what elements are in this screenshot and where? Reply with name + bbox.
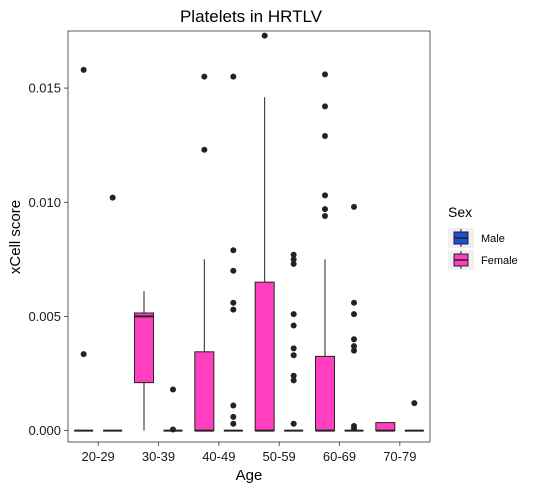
legend-item-female: Female bbox=[448, 250, 518, 270]
outlier-point bbox=[351, 299, 357, 306]
x-tick-label: 30-39 bbox=[142, 449, 175, 464]
outlier-point bbox=[290, 251, 297, 258]
outlier-point bbox=[351, 343, 357, 350]
box-body bbox=[254, 281, 275, 432]
outlier-point bbox=[290, 311, 297, 318]
outlier-point bbox=[201, 73, 208, 80]
legend-label: Female bbox=[481, 255, 518, 267]
outlier-point bbox=[80, 351, 87, 358]
box-body bbox=[315, 355, 335, 432]
outlier-point bbox=[322, 212, 328, 219]
plot-panel bbox=[67, 30, 431, 443]
box-female-30-39 bbox=[134, 291, 154, 431]
outlier-point bbox=[322, 206, 328, 213]
outlier-point bbox=[322, 133, 328, 140]
legend: Sex Male Female bbox=[448, 204, 518, 270]
y-tick-label: 0.015 bbox=[28, 81, 61, 96]
outlier-point bbox=[290, 256, 297, 263]
outlier-point bbox=[290, 260, 297, 267]
legend-title: Sex bbox=[448, 204, 472, 220]
outlier-point bbox=[411, 400, 418, 407]
outlier-point bbox=[290, 372, 297, 379]
box-body bbox=[194, 351, 215, 432]
x-tick-label: 40-49 bbox=[202, 449, 235, 464]
outlier-point bbox=[230, 299, 237, 306]
outlier-point bbox=[230, 402, 237, 409]
outlier-point bbox=[230, 306, 237, 313]
box-male-70-79 bbox=[404, 400, 424, 432]
chart-marks: 0.000 0.005 0.010 0.015 20-29 30-39 40-49 50-59… bbox=[28, 32, 424, 464]
y-tick-label: 0.005 bbox=[28, 309, 61, 324]
outlier-point bbox=[290, 345, 297, 352]
outlier-point bbox=[170, 386, 176, 393]
box-female-50-59 bbox=[254, 32, 275, 432]
box-male-60-69 bbox=[344, 203, 364, 432]
y-tick-label: 0.010 bbox=[28, 195, 61, 210]
outlier-point bbox=[230, 413, 237, 420]
x-tick-label: 20-29 bbox=[82, 449, 115, 464]
x-tick-label: 70-79 bbox=[383, 449, 416, 464]
outlier-point bbox=[290, 322, 297, 329]
y-tick-label: 0.000 bbox=[28, 423, 61, 438]
outlier-point bbox=[109, 194, 116, 201]
box-male-50-59 bbox=[284, 251, 304, 432]
outlier-point bbox=[351, 311, 357, 318]
outlier-point bbox=[230, 73, 237, 80]
outlier-point bbox=[351, 336, 357, 343]
outlier-point bbox=[351, 203, 357, 210]
outlier-point bbox=[290, 377, 297, 384]
box-female-20-29 bbox=[74, 66, 94, 432]
outlier-point bbox=[322, 71, 328, 78]
y-axis-label: xCell score bbox=[7, 200, 24, 274]
x-tick-label: 60-69 bbox=[323, 449, 356, 464]
box-female-60-69 bbox=[315, 71, 335, 432]
outlier-point bbox=[351, 425, 357, 432]
box-body bbox=[375, 422, 396, 432]
outlier-point bbox=[230, 247, 237, 254]
x-axis-label: Age bbox=[236, 467, 263, 484]
box-body bbox=[134, 312, 154, 384]
outlier-point bbox=[322, 103, 328, 110]
chart-title: Platelets in HRTLV bbox=[180, 7, 323, 26]
outlier-point bbox=[230, 420, 237, 427]
outlier-point bbox=[80, 66, 87, 73]
outlier-point bbox=[170, 426, 176, 433]
box-male-30-39 bbox=[163, 386, 183, 433]
legend-item-male: Male bbox=[448, 228, 505, 248]
legend-label: Male bbox=[481, 233, 505, 245]
outlier-point bbox=[351, 347, 357, 354]
outlier-point bbox=[322, 192, 328, 199]
outlier-point bbox=[201, 146, 208, 153]
outlier-point bbox=[290, 352, 297, 359]
box-female-70-79 bbox=[375, 422, 396, 432]
box-male-40-49 bbox=[223, 73, 243, 432]
outlier-point bbox=[290, 420, 297, 427]
x-tick-label: 50-59 bbox=[263, 449, 296, 464]
box-male-20-29 bbox=[103, 194, 123, 432]
box-female-40-49 bbox=[194, 73, 215, 432]
outlier-point bbox=[261, 32, 268, 39]
outlier-point bbox=[230, 267, 237, 274]
